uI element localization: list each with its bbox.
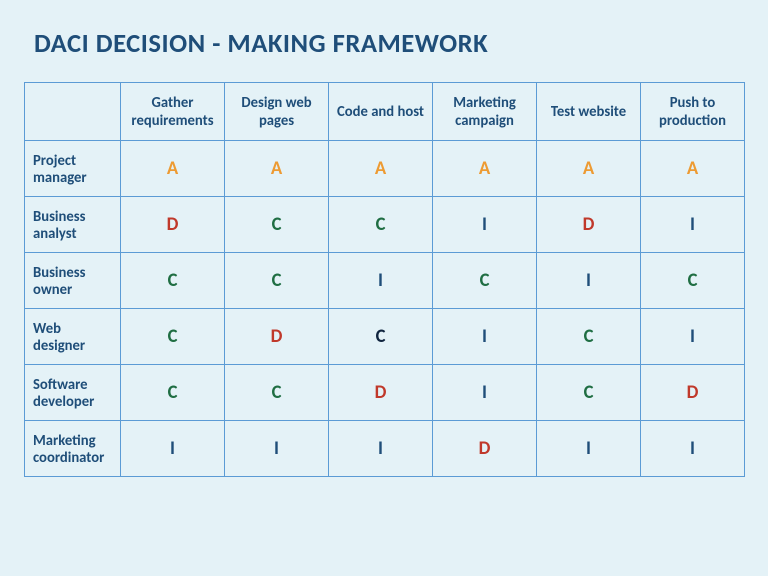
col-head: Design web pages bbox=[225, 83, 329, 141]
table-cell: I bbox=[121, 421, 225, 477]
table-cell: A bbox=[433, 141, 537, 197]
header-row: Gather requirements Design web pages Cod… bbox=[25, 83, 745, 141]
table-cell: I bbox=[433, 309, 537, 365]
table-cell: A bbox=[537, 141, 641, 197]
table-cell: D bbox=[433, 421, 537, 477]
table-cell: C bbox=[121, 309, 225, 365]
table-cell: C bbox=[537, 309, 641, 365]
table-body: Project managerAAAAAABusiness analystDCC… bbox=[25, 141, 745, 477]
table-cell: C bbox=[121, 365, 225, 421]
table-cell: I bbox=[641, 309, 745, 365]
table-cell: C bbox=[121, 253, 225, 309]
corner-cell bbox=[25, 83, 121, 141]
col-head: Test website bbox=[537, 83, 641, 141]
table-cell: I bbox=[225, 421, 329, 477]
table-cell: I bbox=[433, 365, 537, 421]
table-cell: A bbox=[121, 141, 225, 197]
table-cell: D bbox=[537, 197, 641, 253]
table-cell: I bbox=[641, 421, 745, 477]
table-cell: D bbox=[225, 309, 329, 365]
table-cell: C bbox=[641, 253, 745, 309]
table-cell: D bbox=[121, 197, 225, 253]
table-cell: C bbox=[225, 253, 329, 309]
table-row: Software developerCCDICD bbox=[25, 365, 745, 421]
row-head: Software developer bbox=[25, 365, 121, 421]
table-cell: I bbox=[537, 253, 641, 309]
table-row: Web designerCDCICI bbox=[25, 309, 745, 365]
table-row: Marketing coordinatorIIIDII bbox=[25, 421, 745, 477]
table-cell: C bbox=[433, 253, 537, 309]
table-cell: I bbox=[641, 197, 745, 253]
table-cell: A bbox=[329, 141, 433, 197]
table-cell: D bbox=[329, 365, 433, 421]
table-cell: I bbox=[537, 421, 641, 477]
daci-table: Gather requirements Design web pages Cod… bbox=[24, 82, 745, 477]
col-head: Gather requirements bbox=[121, 83, 225, 141]
table-row: Project managerAAAAAA bbox=[25, 141, 745, 197]
page-title: DACI DECISION - MAKING FRAMEWORK bbox=[34, 28, 744, 60]
table-cell: A bbox=[225, 141, 329, 197]
table-cell: I bbox=[433, 197, 537, 253]
row-head: Web designer bbox=[25, 309, 121, 365]
table-row: Business ownerCCICIC bbox=[25, 253, 745, 309]
col-head: Marketing campaign bbox=[433, 83, 537, 141]
col-head: Push to production bbox=[641, 83, 745, 141]
col-head: Code and host bbox=[329, 83, 433, 141]
table-cell: C bbox=[329, 309, 433, 365]
table-cell: C bbox=[537, 365, 641, 421]
table-cell: C bbox=[329, 197, 433, 253]
table-cell: C bbox=[225, 197, 329, 253]
table-cell: D bbox=[641, 365, 745, 421]
table-cell: A bbox=[641, 141, 745, 197]
table-cell: I bbox=[329, 421, 433, 477]
table-cell: I bbox=[329, 253, 433, 309]
row-head: Project manager bbox=[25, 141, 121, 197]
row-head: Marketing coordinator bbox=[25, 421, 121, 477]
table-cell: C bbox=[225, 365, 329, 421]
row-head: Business owner bbox=[25, 253, 121, 309]
table-row: Business analystDCCIDI bbox=[25, 197, 745, 253]
row-head: Business analyst bbox=[25, 197, 121, 253]
